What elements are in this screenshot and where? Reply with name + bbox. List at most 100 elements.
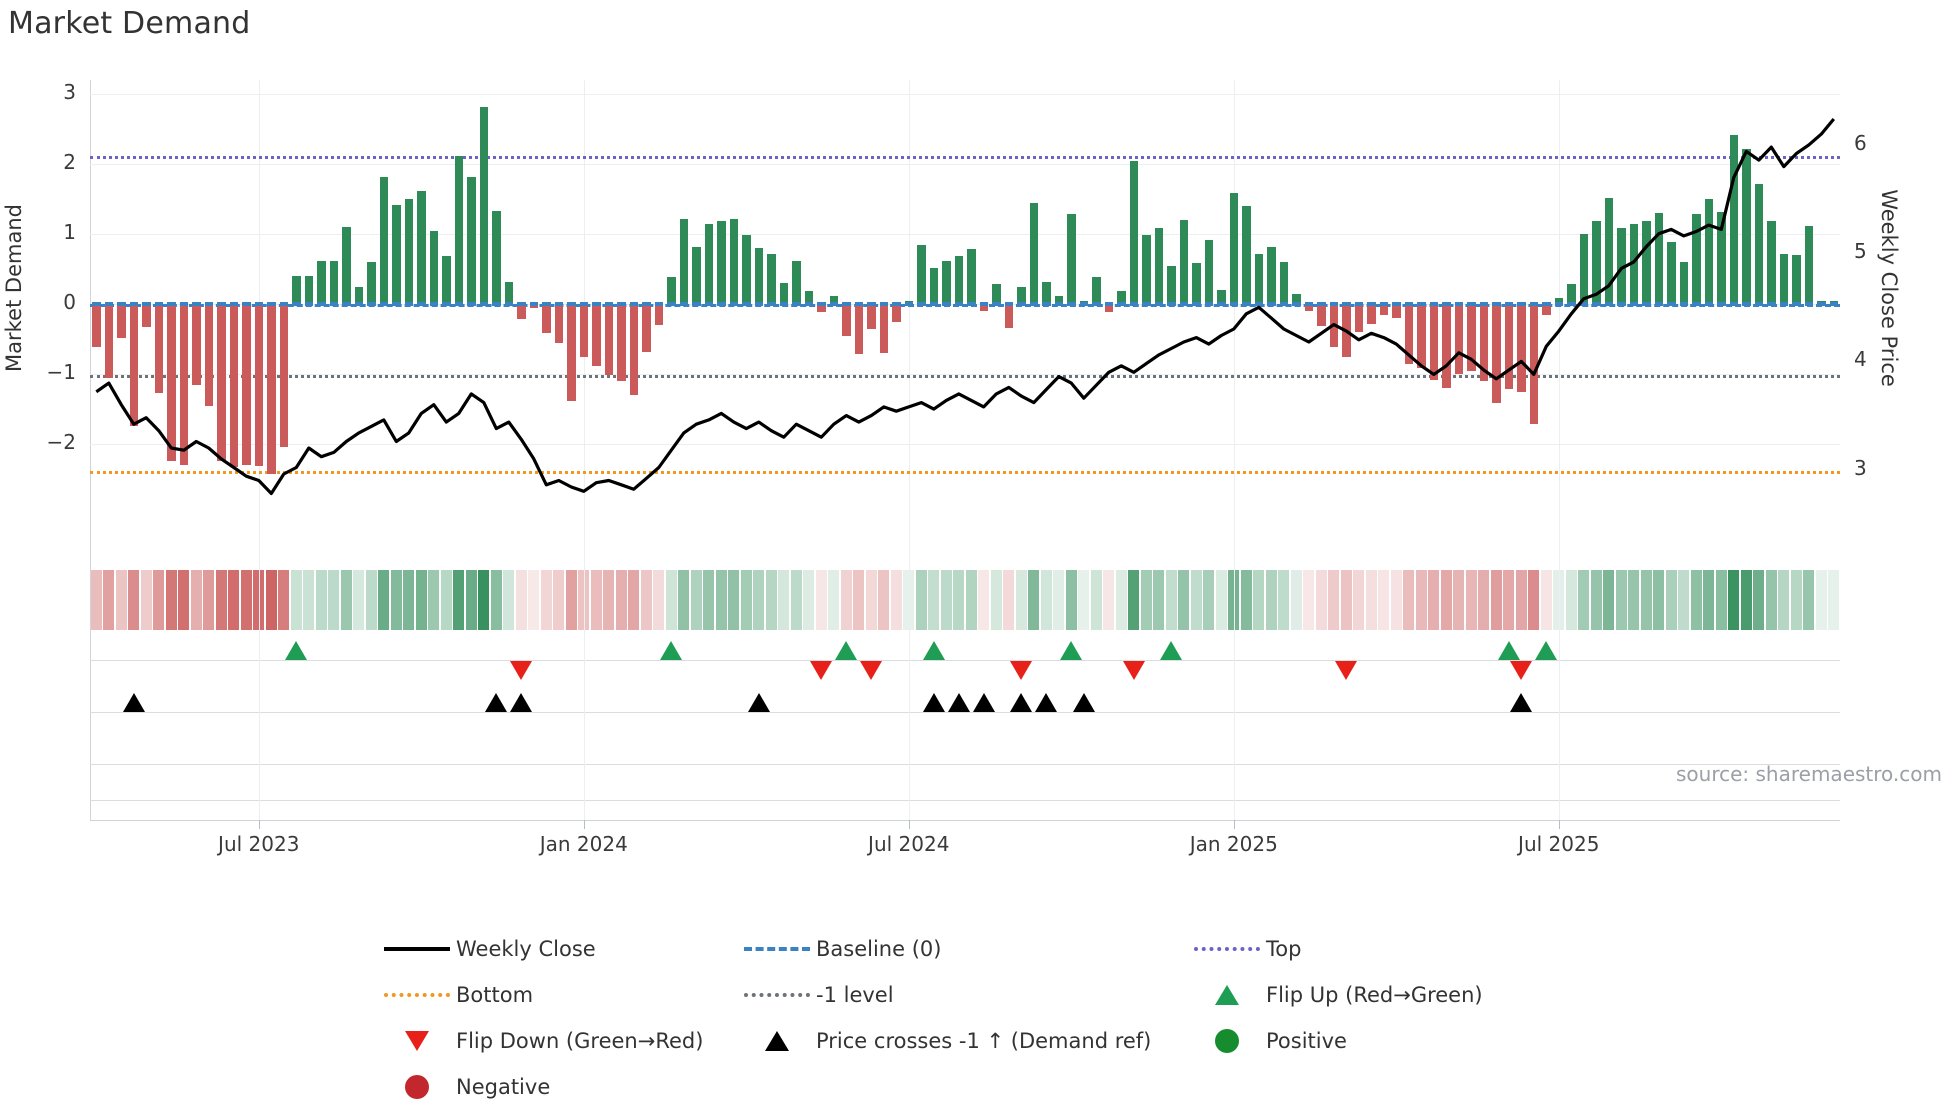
baseline-tick bbox=[329, 302, 338, 306]
heatmap-cell bbox=[1040, 570, 1052, 630]
demand-bar bbox=[1104, 304, 1113, 313]
heatmap-cell bbox=[678, 570, 690, 630]
baseline-tick bbox=[567, 302, 576, 306]
demand-bar bbox=[1479, 304, 1488, 381]
demand-bar bbox=[404, 199, 413, 304]
demand-bar bbox=[1292, 293, 1301, 304]
legend-item[interactable]: -1 level bbox=[738, 976, 1188, 1014]
heatmap-cell bbox=[90, 570, 102, 630]
demand-bar bbox=[204, 304, 213, 407]
price-cross-marker bbox=[1072, 693, 1095, 712]
demand-bar bbox=[429, 230, 438, 304]
demand-bar bbox=[1754, 183, 1763, 304]
legend-label: -1 level bbox=[816, 983, 894, 1007]
demand-bar bbox=[1592, 221, 1601, 304]
source-attribution: source: sharemaestro.com bbox=[1676, 762, 1942, 786]
heatmap-cell bbox=[1440, 570, 1452, 630]
heatmap-cell bbox=[1015, 570, 1027, 630]
baseline-tick bbox=[142, 302, 151, 306]
heatmap-cell bbox=[478, 570, 490, 630]
y-gridline bbox=[90, 164, 1840, 165]
demand-bar bbox=[642, 304, 651, 352]
legend-label: Price crosses -1 ↑ (Demand ref) bbox=[816, 1029, 1152, 1053]
demand-bar bbox=[304, 276, 313, 304]
heatmap-cell bbox=[1215, 570, 1227, 630]
legend-item[interactable]: Flip Down (Green→Red) bbox=[378, 1022, 738, 1060]
demand-bar bbox=[667, 277, 676, 304]
baseline-tick bbox=[1592, 302, 1601, 306]
demand-bar bbox=[729, 218, 738, 304]
baseline-tick bbox=[1742, 302, 1751, 306]
demand-bar bbox=[629, 304, 638, 395]
baseline-tick bbox=[479, 302, 488, 306]
heatmap-cell bbox=[115, 570, 127, 630]
demand-bar bbox=[329, 260, 338, 304]
price-cross-marker bbox=[972, 693, 995, 712]
demand-bar bbox=[1779, 253, 1788, 304]
heatmap-cell bbox=[1790, 570, 1802, 630]
demand-bar bbox=[354, 286, 363, 304]
heatmap-cell bbox=[1628, 570, 1640, 630]
legend-item[interactable]: Negative bbox=[378, 1068, 738, 1106]
baseline-tick bbox=[104, 302, 113, 306]
heatmap-cell bbox=[1753, 570, 1765, 630]
demand-bar bbox=[1654, 213, 1663, 304]
demand-bar bbox=[1217, 290, 1226, 304]
heatmap-cell bbox=[1515, 570, 1527, 630]
demand-bar bbox=[1267, 246, 1276, 304]
heatmap-cell bbox=[1190, 570, 1202, 630]
baseline-tick bbox=[1129, 302, 1138, 306]
heatmap-cell bbox=[690, 570, 702, 630]
demand-bar bbox=[1742, 148, 1751, 304]
dotted-line-icon bbox=[1194, 947, 1260, 951]
heatmap-cell bbox=[1378, 570, 1390, 630]
legend-item[interactable]: Top bbox=[1188, 930, 1568, 968]
x-axis-tick-mark bbox=[1233, 820, 1235, 829]
baseline-tick bbox=[729, 302, 738, 306]
demand-bar bbox=[454, 155, 463, 304]
demand-bar bbox=[767, 253, 776, 304]
demand-bar bbox=[1767, 221, 1776, 304]
heatmap-cell bbox=[1603, 570, 1615, 630]
baseline-tick bbox=[542, 302, 551, 306]
y2-axis-title: Weekly Close Price bbox=[1876, 189, 1901, 387]
demand-bar bbox=[1529, 304, 1538, 425]
heatmap-cell bbox=[278, 570, 290, 630]
legend-item[interactable]: Flip Up (Red→Green) bbox=[1188, 976, 1568, 1014]
demand-bar bbox=[817, 304, 826, 313]
weekly-close-line bbox=[95, 117, 1836, 496]
demand-bar bbox=[1304, 304, 1313, 311]
demand-bar bbox=[1492, 304, 1501, 404]
baseline-tick bbox=[517, 302, 526, 306]
baseline-tick bbox=[667, 302, 676, 306]
heatmap-cell bbox=[1090, 570, 1102, 630]
legend-item[interactable]: Baseline (0) bbox=[738, 930, 1188, 968]
baseline-tick bbox=[1529, 302, 1538, 306]
baseline-tick bbox=[1679, 302, 1688, 306]
heatmap-cell bbox=[790, 570, 802, 630]
heatmap-cell bbox=[1478, 570, 1490, 630]
demand-bar bbox=[1404, 304, 1413, 364]
demand-bar bbox=[192, 304, 201, 385]
demand-bar bbox=[579, 304, 588, 357]
heatmap-cell bbox=[540, 570, 552, 630]
heatmap-cell bbox=[465, 570, 477, 630]
legend-item[interactable]: Price crosses -1 ↑ (Demand ref) bbox=[738, 1022, 1188, 1060]
legend-item[interactable]: Bottom bbox=[378, 976, 738, 1014]
demand-bar bbox=[1629, 223, 1638, 304]
y-axis-tick-label: −1 bbox=[46, 360, 76, 384]
baseline-tick bbox=[1704, 302, 1713, 306]
demand-bar bbox=[867, 304, 876, 329]
heatmap-cell bbox=[440, 570, 452, 630]
heatmap-cell bbox=[665, 570, 677, 630]
baseline-tick bbox=[1817, 302, 1826, 306]
legend-item[interactable]: Weekly Close bbox=[378, 930, 738, 968]
baseline-tick bbox=[1479, 302, 1488, 306]
heatmap-cell bbox=[865, 570, 877, 630]
baseline-tick bbox=[242, 302, 251, 306]
demand-bar bbox=[1367, 304, 1376, 324]
dotted-line-icon bbox=[744, 993, 810, 997]
legend-item[interactable]: Positive bbox=[1188, 1022, 1568, 1060]
heatmap-cell bbox=[403, 570, 415, 630]
marker-lane bbox=[90, 712, 1840, 713]
